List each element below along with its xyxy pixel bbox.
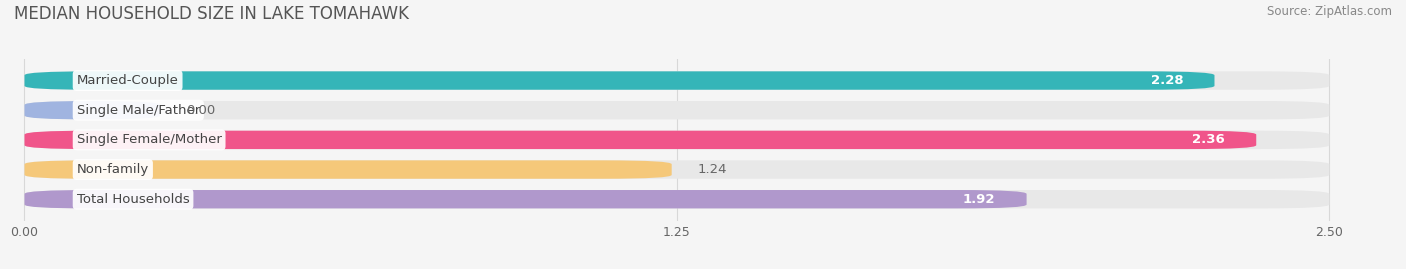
Text: Total Households: Total Households xyxy=(77,193,190,206)
Text: 1.24: 1.24 xyxy=(697,163,727,176)
Text: 0.00: 0.00 xyxy=(186,104,215,117)
FancyBboxPatch shape xyxy=(24,131,1329,149)
Text: Single Male/Father: Single Male/Father xyxy=(77,104,200,117)
Text: MEDIAN HOUSEHOLD SIZE IN LAKE TOMAHAWK: MEDIAN HOUSEHOLD SIZE IN LAKE TOMAHAWK xyxy=(14,5,409,23)
FancyBboxPatch shape xyxy=(24,160,672,179)
Text: 1.92: 1.92 xyxy=(963,193,995,206)
Text: 2.36: 2.36 xyxy=(1192,133,1225,146)
FancyBboxPatch shape xyxy=(24,101,160,119)
FancyBboxPatch shape xyxy=(24,190,1329,208)
FancyBboxPatch shape xyxy=(24,101,1329,119)
Text: 2.28: 2.28 xyxy=(1150,74,1184,87)
Text: Married-Couple: Married-Couple xyxy=(77,74,179,87)
FancyBboxPatch shape xyxy=(24,190,1026,208)
FancyBboxPatch shape xyxy=(24,71,1329,90)
Text: Non-family: Non-family xyxy=(77,163,149,176)
Text: Source: ZipAtlas.com: Source: ZipAtlas.com xyxy=(1267,5,1392,18)
FancyBboxPatch shape xyxy=(24,160,1329,179)
FancyBboxPatch shape xyxy=(24,131,1256,149)
Text: Single Female/Mother: Single Female/Mother xyxy=(77,133,222,146)
FancyBboxPatch shape xyxy=(24,71,1215,90)
